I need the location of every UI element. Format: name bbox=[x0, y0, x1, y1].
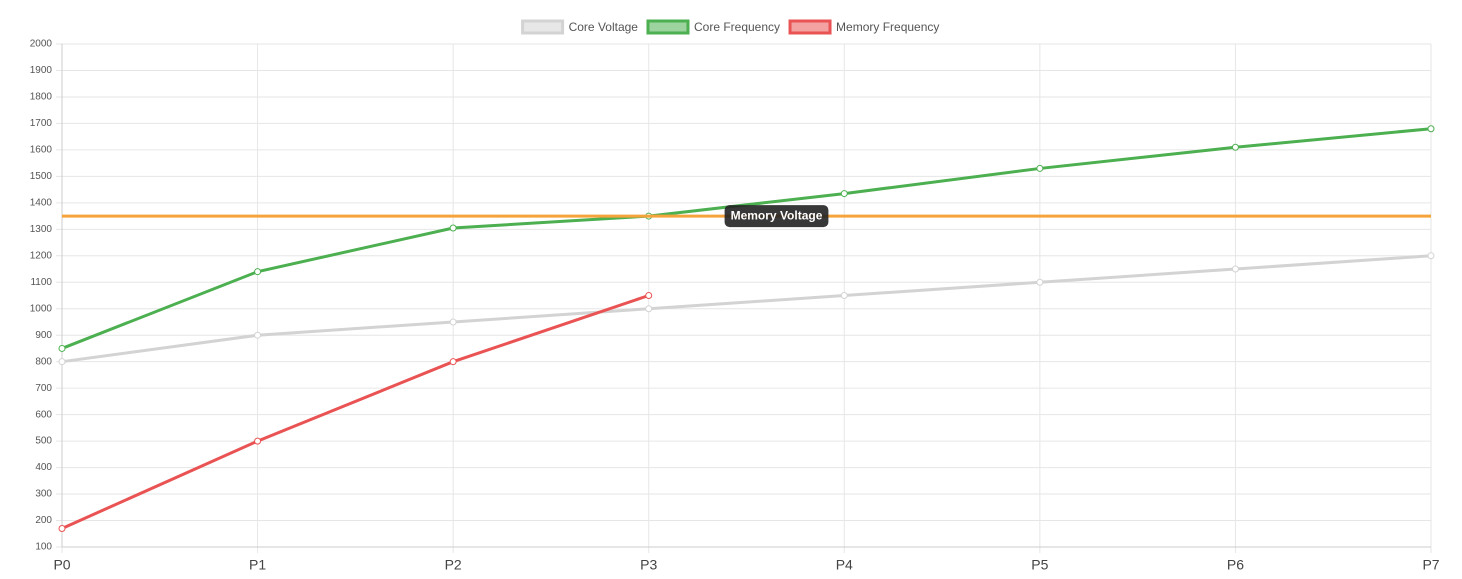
legend-swatch bbox=[788, 19, 832, 35]
x-tick-label: P7 bbox=[1422, 557, 1439, 573]
annotation-box bbox=[724, 205, 829, 228]
x-tick-label: P2 bbox=[445, 557, 462, 573]
x-tick-label: P4 bbox=[836, 557, 853, 573]
x-tick-label: P5 bbox=[1031, 557, 1048, 573]
legend-label: Core Voltage bbox=[569, 20, 639, 34]
series-line bbox=[61, 294, 650, 530]
y-tick-label: 1100 bbox=[30, 277, 52, 288]
data-point bbox=[1427, 252, 1435, 260]
data-point bbox=[1231, 265, 1239, 273]
data-point bbox=[449, 224, 457, 232]
y-tick-label: 1400 bbox=[30, 197, 53, 208]
series-line bbox=[61, 127, 1432, 350]
annotation-label: Memory Voltage bbox=[724, 205, 829, 228]
data-point bbox=[840, 292, 848, 299]
y-tick-label: 1700 bbox=[30, 118, 53, 129]
x-tick-label: P6 bbox=[1227, 557, 1244, 573]
y-tick-label: 600 bbox=[35, 409, 52, 420]
data-point bbox=[254, 268, 262, 276]
legend-item: Memory Frequency bbox=[788, 19, 939, 35]
data-point bbox=[58, 358, 66, 366]
data-point bbox=[1036, 164, 1044, 172]
data-point bbox=[1427, 125, 1435, 133]
data-point bbox=[254, 331, 262, 339]
data-point bbox=[58, 524, 66, 532]
y-tick-label: 900 bbox=[35, 330, 52, 341]
legend-label: Core Frequency bbox=[694, 20, 780, 34]
data-point bbox=[645, 292, 653, 299]
data-point bbox=[1231, 143, 1239, 151]
x-tick-label: P3 bbox=[640, 557, 657, 573]
y-tick-label: 1200 bbox=[30, 250, 53, 261]
legend-swatch bbox=[521, 19, 565, 35]
data-point bbox=[1036, 278, 1044, 286]
y-tick-label: 2000 bbox=[30, 39, 53, 50]
y-tick-label: 800 bbox=[35, 356, 52, 367]
y-tick-label: 1000 bbox=[30, 303, 53, 314]
annotation-text: Memory Voltage bbox=[731, 208, 823, 222]
y-tick-label: 1900 bbox=[30, 65, 53, 76]
y-tick-label: 1500 bbox=[30, 171, 53, 182]
legend-label: Memory Frequency bbox=[836, 20, 939, 34]
data-point bbox=[254, 437, 262, 445]
y-tick-label: 1300 bbox=[30, 224, 53, 235]
y-tick-label: 1800 bbox=[30, 92, 53, 103]
data-point bbox=[449, 318, 457, 326]
data-point bbox=[58, 344, 66, 352]
y-tick-label: 300 bbox=[35, 489, 52, 500]
legend-item: Core Voltage bbox=[521, 19, 639, 35]
legend-swatch bbox=[646, 19, 690, 35]
legend-item: Core Frequency bbox=[646, 19, 780, 35]
x-tick-label: P1 bbox=[249, 557, 266, 573]
y-tick-label: 400 bbox=[35, 462, 52, 473]
data-point bbox=[449, 358, 457, 366]
y-tick-label: 700 bbox=[35, 383, 52, 394]
y-tick-label: 500 bbox=[35, 436, 52, 447]
series-line bbox=[61, 254, 1432, 364]
y-tick-label: 200 bbox=[35, 515, 52, 526]
x-tick-label: P0 bbox=[53, 557, 70, 573]
legend: Core Voltage Core Frequency Memory Frequen… bbox=[521, 19, 939, 35]
y-tick-label: 100 bbox=[35, 542, 52, 553]
y-tick-label: 1600 bbox=[30, 145, 53, 156]
data-point bbox=[645, 305, 653, 313]
data-point bbox=[840, 190, 848, 198]
